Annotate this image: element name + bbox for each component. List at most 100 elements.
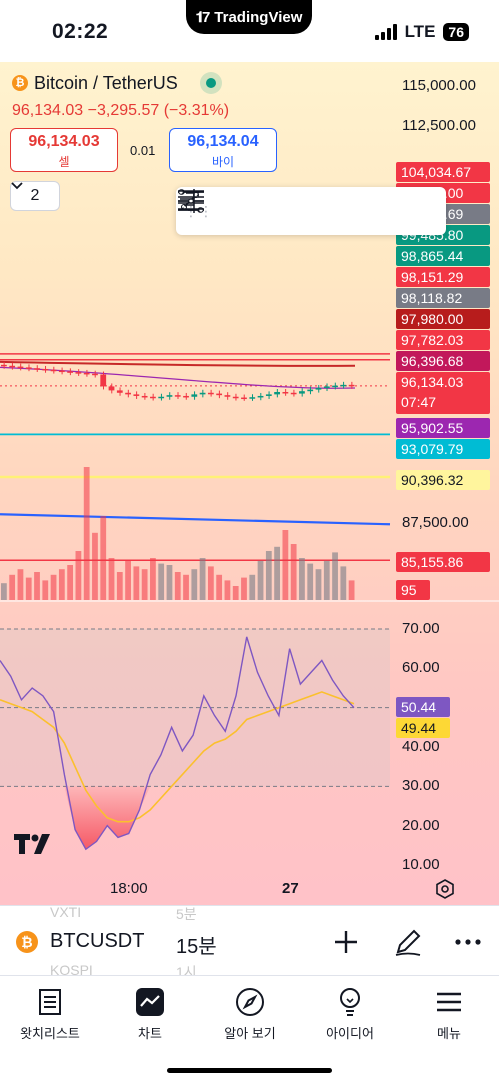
candle xyxy=(174,395,181,397)
candle xyxy=(83,372,90,375)
sell-button[interactable]: 96,134.03 셀 xyxy=(10,128,118,172)
rsi-axis-label: 30.00 xyxy=(402,777,440,795)
watchlist-icon xyxy=(39,989,61,1015)
last-price: 96,134.03 xyxy=(12,102,84,119)
market-open-icon xyxy=(199,72,222,94)
trend-line-tool-icon[interactable] xyxy=(180,191,242,228)
volume-bar xyxy=(224,580,231,600)
parallel-channel-tool-icon[interactable] xyxy=(178,190,386,228)
rsi-axis-label: 70.00 xyxy=(402,620,440,637)
volume-bar xyxy=(34,572,40,600)
symbol-header[interactable]: ₿ Bitcoin / TetherUS xyxy=(12,72,222,94)
pane-divider xyxy=(0,600,499,602)
price-change-pct: (−3.31%) xyxy=(163,102,230,119)
candle xyxy=(224,395,231,397)
volume-bar xyxy=(348,580,355,600)
bitcoin-icon: ₿ xyxy=(12,75,28,91)
add-icon[interactable] xyxy=(330,926,362,958)
buy-label: 바이 xyxy=(211,155,235,169)
volume-bar xyxy=(141,569,148,600)
price-badge: 104,034.67 xyxy=(396,162,490,182)
candle xyxy=(216,393,223,396)
price-badge: 98,151.29 xyxy=(396,267,490,287)
volume-bar xyxy=(42,580,49,600)
status-time: 02:22 xyxy=(52,20,109,43)
volume-bar xyxy=(116,572,123,600)
candle xyxy=(299,391,305,394)
price-badge: 95,902.55 xyxy=(396,418,490,438)
volume-bar xyxy=(166,565,173,600)
rsi-ma-line xyxy=(0,691,355,823)
candle xyxy=(257,395,264,398)
volume-bar xyxy=(92,532,98,600)
volume-bar xyxy=(150,558,156,600)
volume-bar xyxy=(133,566,140,600)
tab-watchlist[interactable]: 왓치리스트 xyxy=(0,986,100,1042)
battery-icon: 76 xyxy=(443,23,469,41)
drawing-pen-icon[interactable] xyxy=(392,926,424,958)
menu-icon xyxy=(437,992,461,1012)
dynamic-island: 𝟏7 TradingView xyxy=(186,0,312,34)
chart-canvas[interactable] xyxy=(0,62,499,905)
tab-bar: 왓치리스트 차트 알아 보기 아이디어 메뉴 xyxy=(0,975,499,1080)
tradingview-watermark-icon xyxy=(14,832,56,858)
volume-bar xyxy=(25,577,32,600)
volume-bar xyxy=(9,574,16,600)
volume-bar xyxy=(191,569,198,600)
rsi-axis-label: 60.00 xyxy=(402,659,440,677)
time-axis[interactable]: 18:00 27 xyxy=(0,877,499,905)
rsi-badge: 50.44 xyxy=(396,697,450,717)
time-label-1: 18:00 xyxy=(110,880,148,897)
candle xyxy=(323,386,330,389)
volume-bar xyxy=(67,565,74,600)
volume-bar xyxy=(241,577,247,600)
candle xyxy=(340,384,347,387)
indicators-count: 2 xyxy=(30,187,40,204)
volume-bar xyxy=(83,467,90,600)
tab-explore[interactable]: 알아 보기 xyxy=(200,986,300,1042)
candle xyxy=(166,395,173,397)
chart-settings-icon[interactable] xyxy=(434,878,456,900)
status-indicators: LTE 76 xyxy=(374,22,469,42)
more-options-icon[interactable] xyxy=(452,926,484,958)
fib-retracement-tool-icon[interactable] xyxy=(178,189,290,228)
buy-price: 96,134.04 xyxy=(187,133,259,150)
candle xyxy=(158,396,165,399)
rsi-badge: 49.44 xyxy=(396,718,450,738)
volume-bar xyxy=(216,574,223,600)
candle xyxy=(249,397,256,399)
tab-ideas[interactable]: 아이디어 xyxy=(300,986,400,1042)
candle xyxy=(1,364,7,367)
symbol-name[interactable]: BTCUSDT xyxy=(50,930,145,952)
candle xyxy=(274,391,280,395)
tab-menu[interactable]: 메뉴 xyxy=(399,986,499,1042)
interval-selector[interactable]: 15분 xyxy=(176,936,217,958)
volume-bar xyxy=(315,569,322,600)
volume-bar xyxy=(282,530,289,600)
tab-explore-label: 알아 보기 xyxy=(224,1026,276,1041)
volume-profile-tool-icon[interactable] xyxy=(180,189,434,228)
candle xyxy=(207,392,214,395)
volume-bar xyxy=(249,574,256,600)
symbol-bar[interactable]: VXTI 5분 ₿ BTCUSDT 15분 KOSPI 1시 xyxy=(0,904,499,980)
chevron-down-icon xyxy=(11,182,23,190)
candle xyxy=(67,371,74,373)
ghost-symbol-1: VXTI xyxy=(50,904,82,920)
chart-icon xyxy=(136,988,164,1016)
indicators-toggle-button[interactable]: 2 xyxy=(10,181,60,211)
blue-trend-line xyxy=(0,513,391,526)
spread-value: 0.01 xyxy=(130,143,156,158)
candle xyxy=(191,394,198,397)
chart-area[interactable]: ₿ Bitcoin / TetherUS 96,134.03 −3,295.57… xyxy=(0,62,499,905)
candle xyxy=(183,395,189,398)
tab-chart[interactable]: 차트 xyxy=(100,986,200,1042)
fib-extension-tool-icon[interactable] xyxy=(178,189,338,228)
symbol-title[interactable]: Bitcoin / TetherUS xyxy=(34,72,178,93)
candle xyxy=(92,373,98,376)
ghost-interval-1: 5분 xyxy=(176,906,197,922)
candle xyxy=(133,394,140,396)
price-badge: 85,155.86 xyxy=(396,552,490,572)
price-row: 96,134.03 −3,295.57 (−3.31%) xyxy=(12,102,229,120)
buy-button[interactable]: 96,134.04 바이 xyxy=(169,128,277,172)
drawing-toolbar[interactable]: ⋮⋮ xyxy=(176,187,446,235)
